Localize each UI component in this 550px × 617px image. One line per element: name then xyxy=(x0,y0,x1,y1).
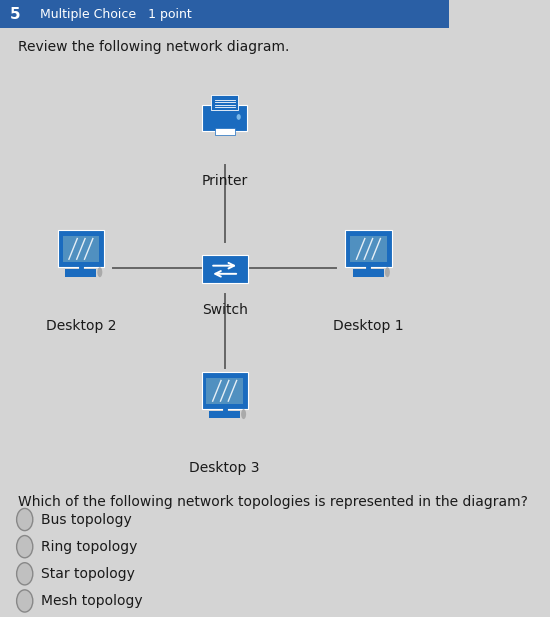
Circle shape xyxy=(16,590,33,612)
FancyBboxPatch shape xyxy=(211,95,238,110)
Text: Desktop 3: Desktop 3 xyxy=(189,461,260,475)
FancyBboxPatch shape xyxy=(65,268,96,276)
FancyBboxPatch shape xyxy=(350,236,387,262)
Text: Desktop 2: Desktop 2 xyxy=(46,319,116,333)
Text: Desktop 1: Desktop 1 xyxy=(333,319,404,333)
Text: Printer: Printer xyxy=(201,174,248,188)
Text: 5: 5 xyxy=(10,7,20,22)
Text: Mesh topology: Mesh topology xyxy=(41,594,143,608)
Text: Switch: Switch xyxy=(202,303,248,317)
FancyBboxPatch shape xyxy=(353,268,384,276)
Circle shape xyxy=(16,536,33,558)
FancyBboxPatch shape xyxy=(0,0,449,28)
FancyBboxPatch shape xyxy=(206,378,243,404)
FancyBboxPatch shape xyxy=(58,230,104,267)
Text: Multiple Choice   1 point: Multiple Choice 1 point xyxy=(41,7,192,21)
Text: Review the following network diagram.: Review the following network diagram. xyxy=(18,40,289,54)
Text: Star topology: Star topology xyxy=(41,567,135,581)
Text: Which of the following network topologies is represented in the diagram?: Which of the following network topologie… xyxy=(18,495,528,509)
FancyBboxPatch shape xyxy=(214,128,235,135)
FancyBboxPatch shape xyxy=(210,410,240,418)
Ellipse shape xyxy=(385,267,390,277)
Text: Bus topology: Bus topology xyxy=(41,513,132,526)
Circle shape xyxy=(16,508,33,531)
Text: Ring topology: Ring topology xyxy=(41,540,138,553)
Circle shape xyxy=(236,114,241,120)
FancyBboxPatch shape xyxy=(202,371,248,409)
FancyBboxPatch shape xyxy=(345,230,392,267)
FancyBboxPatch shape xyxy=(63,236,99,262)
Ellipse shape xyxy=(97,267,102,277)
FancyBboxPatch shape xyxy=(202,105,248,131)
FancyBboxPatch shape xyxy=(201,255,248,283)
Circle shape xyxy=(16,563,33,585)
Ellipse shape xyxy=(241,409,246,419)
